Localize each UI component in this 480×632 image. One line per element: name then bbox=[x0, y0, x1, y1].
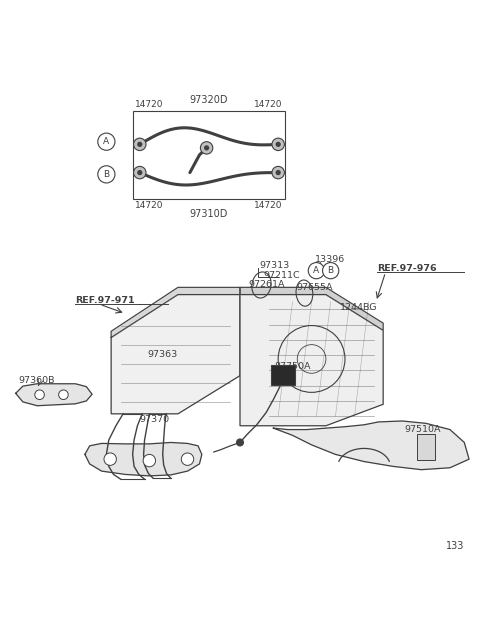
Text: 97320D: 97320D bbox=[190, 95, 228, 104]
Circle shape bbox=[276, 171, 280, 174]
Polygon shape bbox=[111, 295, 240, 414]
Circle shape bbox=[200, 142, 213, 154]
Text: A: A bbox=[313, 266, 319, 275]
Text: 14720: 14720 bbox=[254, 100, 283, 109]
Circle shape bbox=[138, 142, 142, 146]
Text: 133: 133 bbox=[446, 541, 464, 551]
Circle shape bbox=[323, 262, 339, 279]
Circle shape bbox=[104, 453, 116, 465]
Circle shape bbox=[181, 453, 194, 465]
Circle shape bbox=[133, 166, 146, 179]
Text: REF.97-971: REF.97-971 bbox=[75, 296, 135, 305]
Circle shape bbox=[272, 138, 284, 150]
Text: 97510A: 97510A bbox=[405, 425, 441, 434]
Text: 13396: 13396 bbox=[315, 255, 346, 264]
Text: REF.97-976: REF.97-976 bbox=[377, 264, 437, 273]
Bar bbox=[271, 365, 295, 385]
Text: B: B bbox=[328, 266, 334, 275]
Text: 87750A: 87750A bbox=[275, 362, 311, 370]
Polygon shape bbox=[240, 288, 383, 331]
Polygon shape bbox=[85, 442, 202, 476]
Polygon shape bbox=[274, 421, 469, 470]
Text: 1244BG: 1244BG bbox=[340, 303, 378, 312]
Circle shape bbox=[98, 166, 115, 183]
Circle shape bbox=[272, 166, 284, 179]
Text: 97261A: 97261A bbox=[249, 279, 285, 289]
Text: 97310D: 97310D bbox=[190, 209, 228, 219]
Text: 97313: 97313 bbox=[259, 262, 289, 270]
Circle shape bbox=[133, 138, 146, 150]
Circle shape bbox=[237, 439, 243, 446]
Text: B: B bbox=[103, 170, 109, 179]
Text: 97655A: 97655A bbox=[296, 283, 333, 292]
Text: 97360B: 97360B bbox=[18, 376, 55, 385]
Circle shape bbox=[35, 390, 44, 399]
Polygon shape bbox=[240, 295, 383, 426]
Text: A: A bbox=[103, 137, 109, 146]
Text: 97211C: 97211C bbox=[263, 271, 300, 281]
Text: 14720: 14720 bbox=[254, 200, 283, 210]
Circle shape bbox=[98, 133, 115, 150]
Circle shape bbox=[59, 390, 68, 399]
Text: 97363: 97363 bbox=[147, 349, 177, 359]
Polygon shape bbox=[16, 384, 92, 406]
Bar bbox=[132, 111, 285, 199]
Circle shape bbox=[138, 171, 142, 174]
Circle shape bbox=[143, 454, 156, 467]
Circle shape bbox=[204, 146, 208, 150]
Polygon shape bbox=[111, 288, 240, 337]
Circle shape bbox=[308, 262, 324, 279]
Circle shape bbox=[276, 142, 280, 146]
Text: 14720: 14720 bbox=[135, 100, 164, 109]
Text: 14720: 14720 bbox=[135, 200, 164, 210]
Bar bbox=[417, 434, 435, 460]
Text: 97370: 97370 bbox=[140, 415, 170, 424]
